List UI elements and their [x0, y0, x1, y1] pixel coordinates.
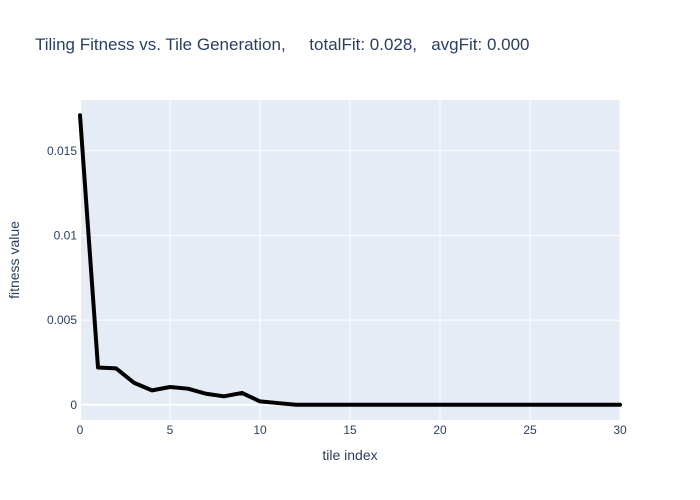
x-tick-label: 25 [523, 423, 537, 437]
x-tick-label: 15 [343, 423, 357, 437]
x-tick-label: 0 [77, 423, 84, 437]
x-tick-label: 5 [167, 423, 174, 437]
y-tick-label: 0.015 [47, 144, 77, 158]
grid-lines [79, 100, 621, 420]
series-line [78, 113, 622, 407]
y-tick-label: 0.01 [54, 228, 78, 242]
y-axis-label: fitness value [6, 221, 22, 299]
chart-title: Tiling Fitness vs. Tile Generation, tota… [35, 35, 530, 54]
x-axis-label: tile index [322, 447, 377, 463]
x-axis-ticks: 0 5 10 15 20 25 30 [77, 423, 627, 437]
y-tick-label: 0.005 [47, 313, 77, 327]
series-group [78, 113, 622, 407]
x-tick-label: 10 [253, 423, 267, 437]
y-axis-ticks: 0 0.005 0.01 0.015 [47, 144, 77, 412]
x-tick-label: 20 [433, 423, 447, 437]
x-tick-label: 30 [613, 423, 627, 437]
y-tick-label: 0 [70, 398, 77, 412]
